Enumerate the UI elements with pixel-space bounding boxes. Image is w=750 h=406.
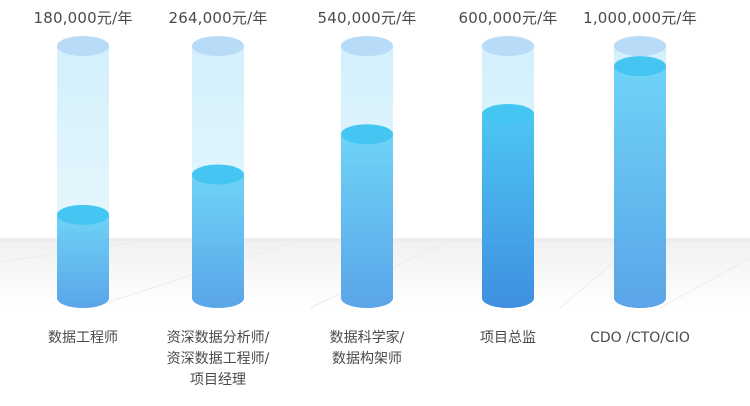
role-label-line: 数据工程师 — [48, 330, 118, 346]
value-bar-cap — [482, 104, 534, 125]
role-label-3: 数据科学家/数据构架师 — [287, 328, 447, 370]
salary-label-4: 600,000元/年 — [458, 9, 558, 27]
role-label-line: 项目经理 — [190, 372, 246, 388]
salary-label-2: 264,000元/年 — [168, 9, 268, 27]
value-bar-cap — [57, 204, 109, 225]
role-label-2: 资深数据分析师/资深数据工程师/项目经理 — [138, 328, 298, 391]
value-bar-5 — [614, 66, 666, 308]
cylinder-top-cap — [192, 36, 244, 56]
role-label-1: 数据工程师 — [3, 328, 163, 349]
value-bar-1 — [57, 214, 109, 308]
role-label-line: 资深数据工程师/ — [166, 351, 270, 367]
floor-perspective-line — [659, 257, 750, 309]
value-bar-3 — [341, 134, 393, 308]
role-label-line: 数据科学家/ — [329, 330, 405, 346]
role-label-line: 项目总监 — [480, 330, 536, 346]
role-label-line: CDO /CTO/CIO — [590, 330, 690, 346]
cylinder-4 — [482, 36, 534, 308]
cylinder-top-cap — [614, 36, 666, 56]
cylinders-group — [57, 36, 666, 308]
cylinder-top-cap — [57, 36, 109, 56]
cylinder-3 — [341, 36, 393, 308]
value-bar-2 — [192, 174, 244, 308]
value-bar-cap — [341, 124, 393, 145]
salary-label-3: 540,000元/年 — [317, 9, 417, 27]
role-label-4: 项目总监 — [428, 328, 588, 349]
role-label-line: 数据构架师 — [332, 351, 402, 367]
cylinder-2 — [192, 36, 244, 308]
value-bar-cap — [614, 56, 666, 77]
cylinder-top-cap — [482, 36, 534, 56]
cylinder-1 — [57, 36, 109, 308]
salary-label-1: 180,000元/年 — [33, 9, 133, 27]
value-bar-cap — [192, 164, 244, 185]
cylinder-top-cap — [341, 36, 393, 56]
value-bar-4 — [482, 114, 534, 308]
role-label-5: CDO /CTO/CIO — [560, 328, 720, 349]
cylinder-5 — [614, 36, 666, 308]
role-label-line: 资深数据分析师/ — [166, 330, 270, 346]
salary-label-5: 1,000,000元/年 — [583, 9, 697, 27]
